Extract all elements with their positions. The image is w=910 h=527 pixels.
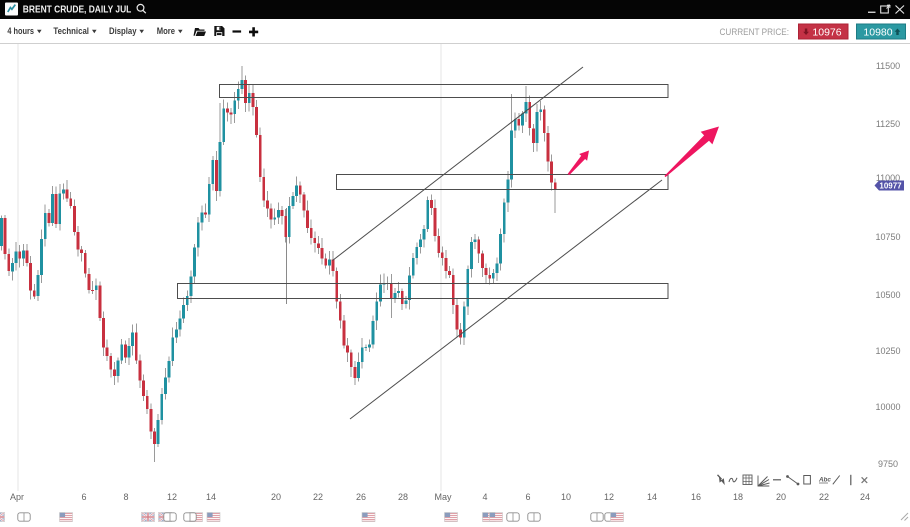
svg-text:10750: 10750 <box>875 232 900 242</box>
svg-text:Apr: Apr <box>10 492 24 502</box>
svg-text:8: 8 <box>123 492 128 502</box>
svg-text:10980: 10980 <box>863 26 892 38</box>
svg-text:10250: 10250 <box>875 346 900 356</box>
svg-text:22: 22 <box>819 492 829 502</box>
svg-text:11250: 11250 <box>876 119 900 129</box>
svg-text:10: 10 <box>561 492 571 502</box>
svg-text:4: 4 <box>482 492 487 502</box>
svg-text:11500: 11500 <box>876 61 900 71</box>
svg-text:10977: 10977 <box>879 181 902 190</box>
svg-text:10500: 10500 <box>875 290 900 300</box>
svg-text:More: More <box>157 26 175 37</box>
svg-text:10000: 10000 <box>875 402 900 412</box>
svg-text:BRENT CRUDE, DAILY JUL: BRENT CRUDE, DAILY JUL <box>23 5 132 16</box>
svg-text:6: 6 <box>525 492 530 502</box>
svg-text:Abc: Abc <box>818 477 831 484</box>
svg-text:12: 12 <box>167 492 177 502</box>
svg-text:20: 20 <box>776 492 786 502</box>
svg-text:22: 22 <box>313 492 323 502</box>
svg-text:Display: Display <box>109 26 137 37</box>
svg-text:18: 18 <box>733 492 743 502</box>
svg-text:May: May <box>434 492 452 502</box>
svg-text:4 hours: 4 hours <box>7 26 34 37</box>
svg-text:CURRENT PRICE:: CURRENT PRICE: <box>720 27 790 37</box>
svg-text:11000: 11000 <box>876 173 900 183</box>
svg-text:28: 28 <box>398 492 408 502</box>
svg-text:16: 16 <box>691 492 701 502</box>
svg-text:10976: 10976 <box>812 26 841 38</box>
svg-text:12: 12 <box>604 492 614 502</box>
svg-text:9750: 9750 <box>878 459 898 469</box>
svg-text:26: 26 <box>356 492 366 502</box>
svg-text:24: 24 <box>860 492 870 502</box>
svg-text:Technical: Technical <box>53 26 89 37</box>
svg-text:20: 20 <box>271 492 281 502</box>
svg-text:14: 14 <box>647 492 657 502</box>
svg-text:6: 6 <box>81 492 86 502</box>
svg-text:14: 14 <box>206 492 216 502</box>
